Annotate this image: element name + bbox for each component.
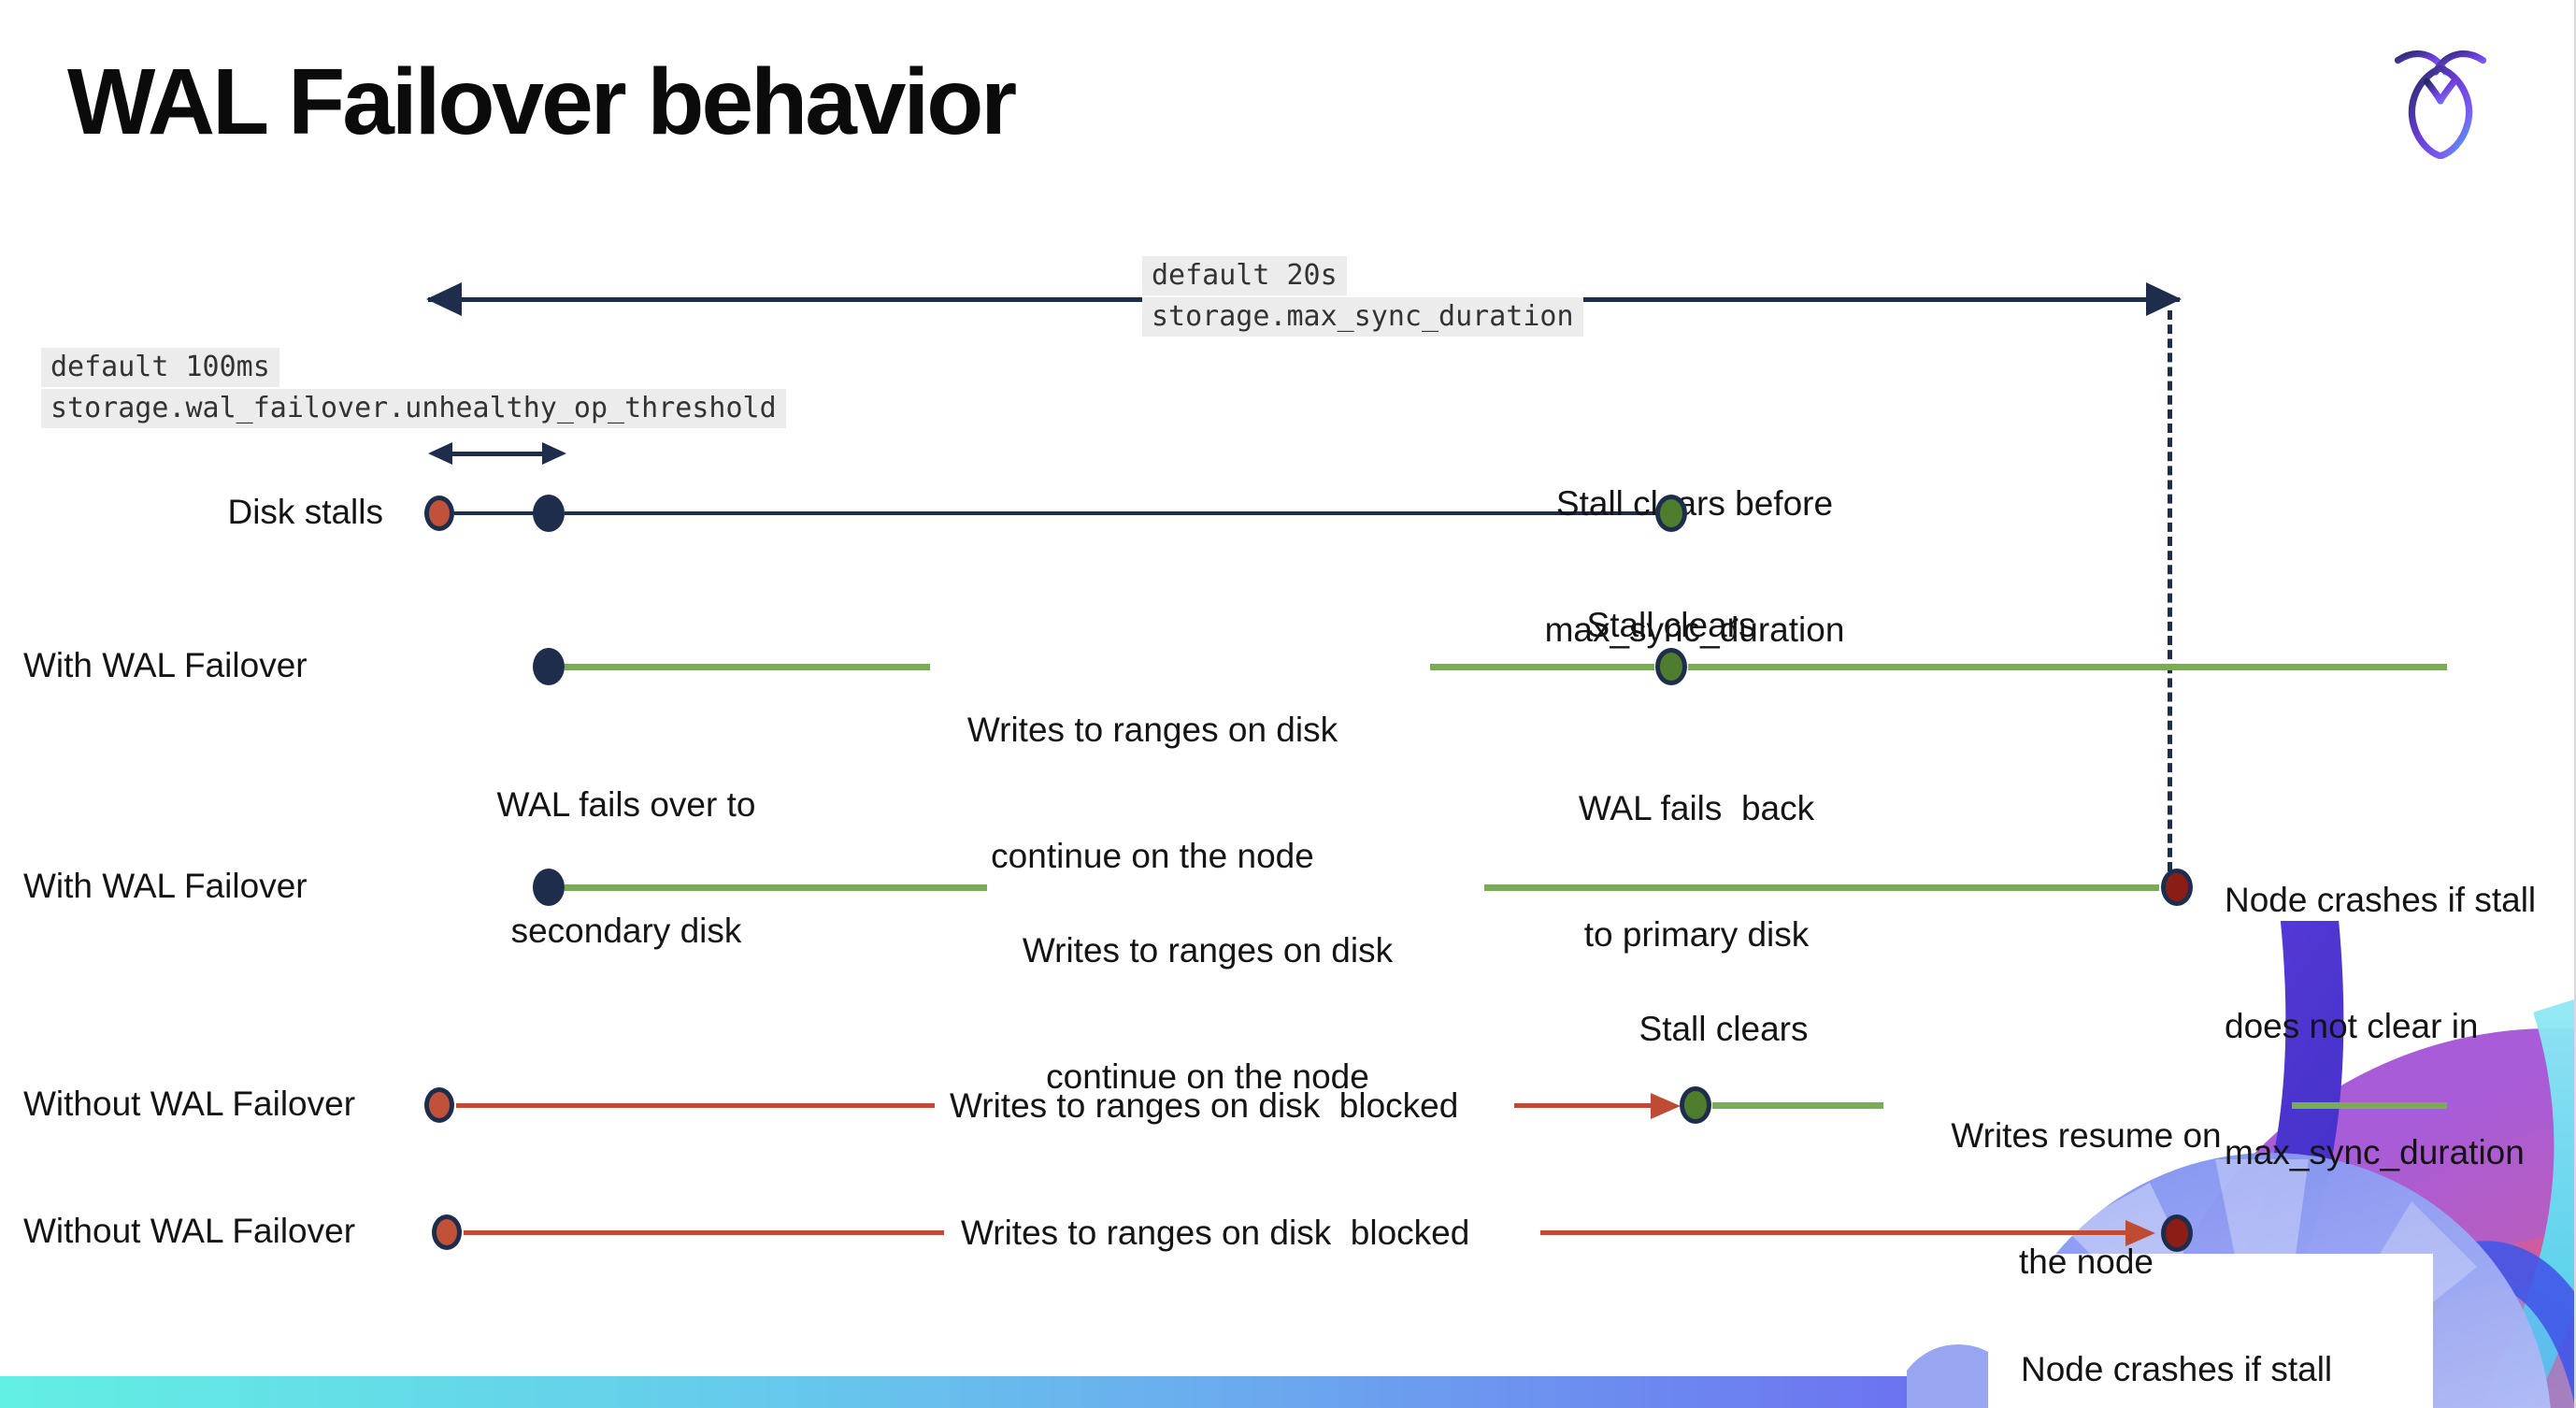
max-sync-default-chip: default 20s <box>1142 256 1347 295</box>
stall-clears-before-note: Stall clears before max_sync_duration <box>1544 484 1845 649</box>
node-crash-dot <box>2161 1214 2193 1252</box>
green-line-segment <box>1688 664 2447 670</box>
green-line-segment <box>565 664 930 670</box>
red-line-segment <box>464 1230 944 1235</box>
writes-resume-note: Writes resume on the node <box>1951 1116 2222 1281</box>
max-sync-deadline-dashed-line <box>2168 310 2172 871</box>
failover-dot <box>533 869 565 906</box>
failback-note: WAL fails back to primary disk <box>1578 789 1815 954</box>
red-arrowhead-icon <box>1651 1093 1681 1119</box>
arrowhead-left-small-icon <box>428 442 452 465</box>
green-line-segment <box>565 884 987 891</box>
threshold-dot <box>533 495 565 532</box>
unhealthy-default-chip: default 100ms <box>41 348 279 387</box>
stall-start-dot <box>432 1214 462 1250</box>
failover-dot <box>533 648 565 685</box>
timeline-label-with-wal-failover: With WAL Failover <box>23 646 308 684</box>
stall-line-segment <box>454 511 538 515</box>
node-crash-note: Node crashes if stall does not clear in … <box>2225 881 2537 1171</box>
writes-blocked-note: Writes to ranges on disk blocked <box>950 1086 1459 1125</box>
timeline-label-without-wal-failover: Without WAL Failover <box>23 1212 356 1250</box>
node-crash-dot <box>2161 869 2193 906</box>
stall-clears-dot <box>1680 1086 1711 1124</box>
max-sync-setting-chip: storage.max_sync_duration <box>1142 297 1583 337</box>
stall-clears-dot <box>1655 495 1687 532</box>
stall-clears-note: Stall clears <box>1586 606 1756 644</box>
stall-clears-dot <box>1655 648 1687 685</box>
writes-continue-note: Writes to ranges on disk continue on the… <box>966 711 1338 875</box>
red-line-segment <box>1540 1230 2129 1235</box>
failover-note: WAL fails over to secondary disk <box>496 785 756 950</box>
arrowhead-right-small-icon <box>542 442 566 465</box>
stall-start-dot <box>424 1087 454 1123</box>
writes-blocked-note: Writes to ranges on disk blocked <box>961 1214 1470 1252</box>
green-line-segment <box>1484 884 2159 891</box>
timeline-label-without-wal-failover: Without WAL Failover <box>23 1085 356 1123</box>
arrowhead-right-icon <box>2146 282 2182 316</box>
cockroachdb-logo-icon <box>2389 45 2492 159</box>
timeline-label-disk-stalls: Disk stalls <box>227 493 383 531</box>
green-line-segment <box>2292 1102 2447 1109</box>
red-line-segment <box>456 1103 935 1108</box>
stall-start-dot <box>424 496 454 531</box>
threshold-span-line <box>441 452 553 456</box>
arrowhead-left-icon <box>426 282 462 316</box>
green-line-segment <box>1430 664 1654 670</box>
red-arrowhead-icon <box>2125 1220 2155 1246</box>
writes-continue-note: Writes to ranges on disk continue on the… <box>1022 931 1394 1096</box>
page-title: WAL Failover behavior <box>67 50 1017 154</box>
red-line-segment <box>1514 1103 1656 1108</box>
stall-clears-note: Stall clears <box>1639 1010 1809 1048</box>
unhealthy-setting-chip: storage.wal_failover.unhealthy_op_thresh… <box>41 389 786 428</box>
node-crash-note: Node crashes if stall does not clear in … <box>2021 1350 2333 1388</box>
timeline-label-with-wal-failover: With WAL Failover <box>23 867 308 905</box>
green-line-segment <box>1712 1102 1883 1109</box>
crash-callout-box <box>1988 1254 2433 1408</box>
stall-line-segment <box>565 511 1656 515</box>
